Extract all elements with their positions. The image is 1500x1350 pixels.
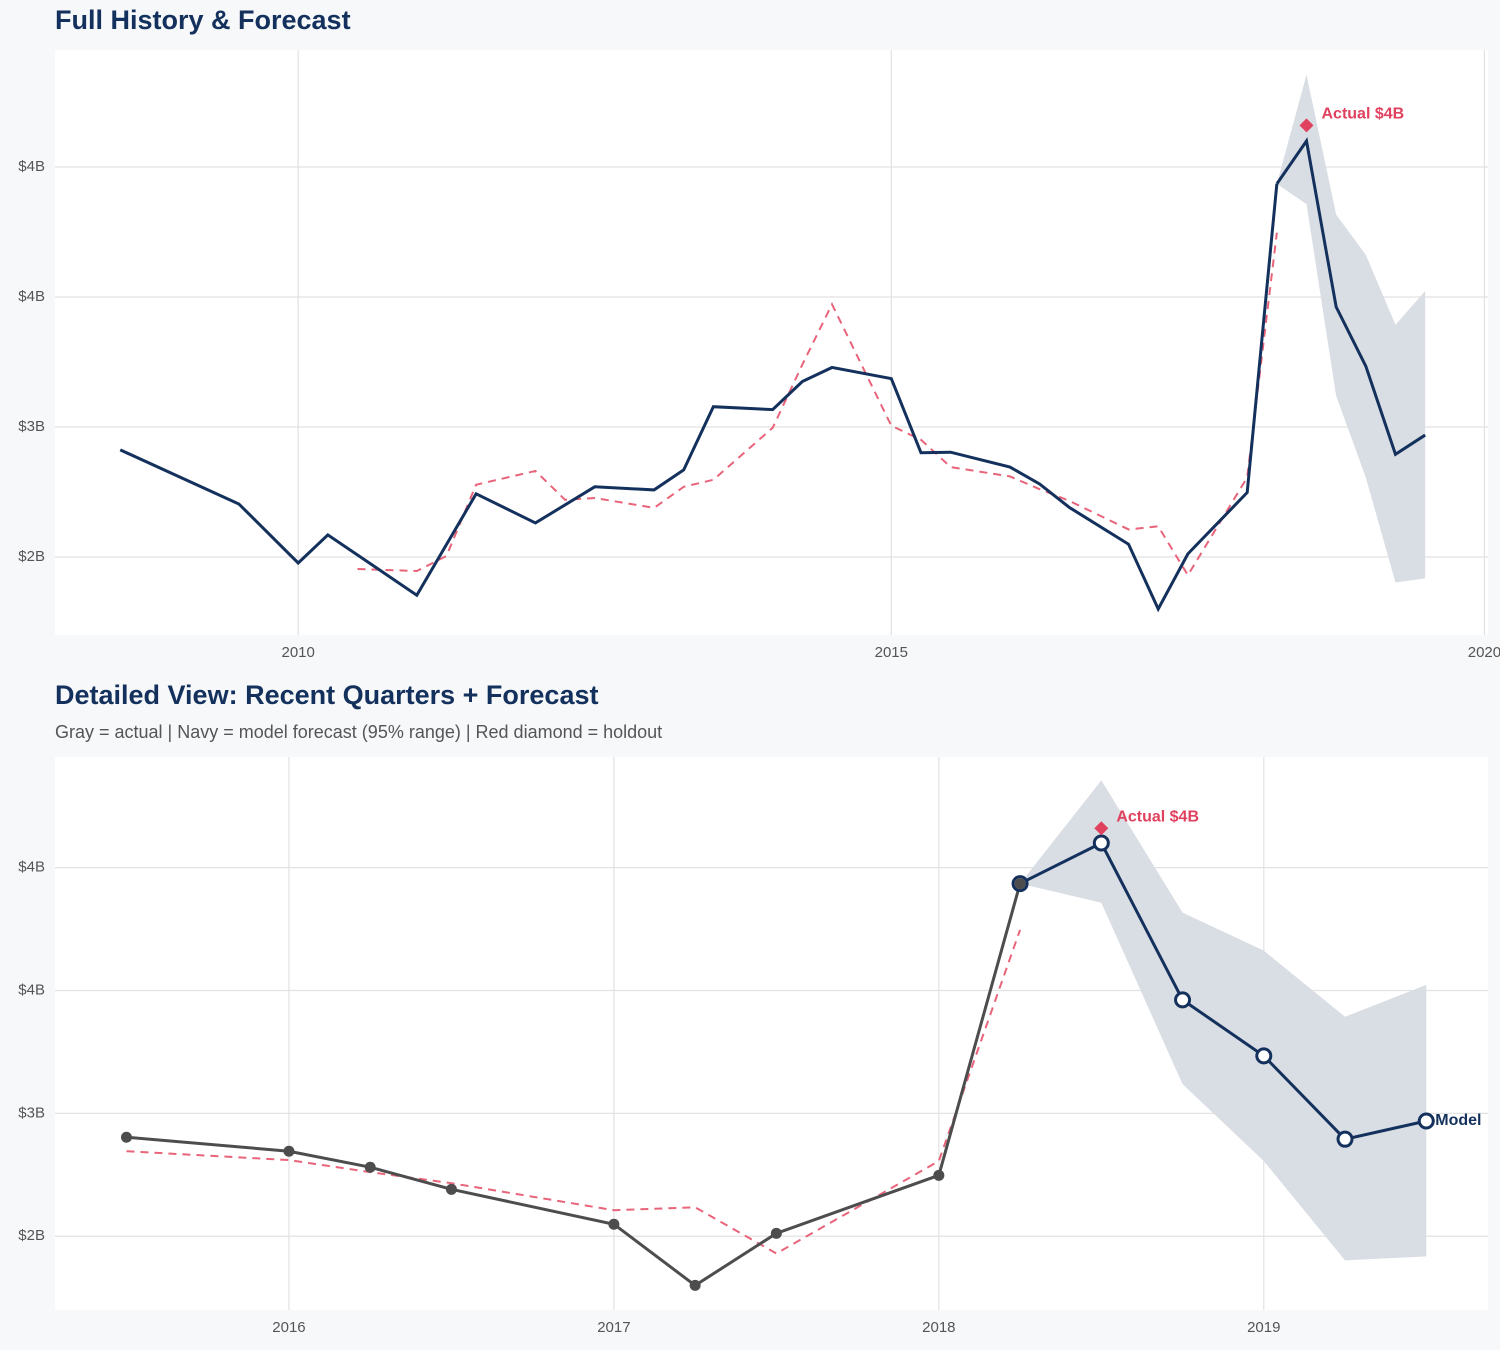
point — [283, 1145, 295, 1157]
y-tick-label: $2B — [18, 548, 45, 565]
x-tick-label: 2017 — [597, 1319, 630, 1336]
fitted-line — [126, 929, 1022, 1255]
point — [445, 1183, 457, 1195]
holdout-label: Actual $4B — [1116, 808, 1199, 825]
y-tick-label: $4B — [18, 158, 45, 175]
plot-area — [55, 50, 1488, 635]
point — [1336, 1130, 1354, 1148]
x-tick-label: 2015 — [875, 644, 908, 661]
y-tick-label: $2B — [18, 1227, 45, 1244]
y-tick-label: $4B — [18, 859, 45, 876]
x-tick-label: 2016 — [272, 1319, 305, 1336]
chart-title: Full History & Forecast — [55, 5, 351, 35]
x-tick-label: 2018 — [922, 1319, 955, 1336]
point — [933, 1169, 945, 1181]
point — [120, 1131, 132, 1143]
chart-title: Detailed View: Recent Quarters + Forecas… — [55, 680, 598, 710]
point — [770, 1227, 782, 1239]
holdout-marker — [1299, 118, 1314, 133]
y-tick-label: $3B — [18, 418, 45, 435]
point — [608, 1218, 620, 1230]
forecast-band — [1020, 780, 1427, 1261]
y-tick-label: $3B — [18, 1104, 45, 1121]
point — [1255, 1047, 1273, 1065]
series-line — [1275, 137, 1426, 457]
chart-subtitle: Gray = actual | Navy = model forecast (9… — [55, 722, 662, 742]
y-tick-label: $4B — [18, 981, 45, 998]
x-tick-label: 2019 — [1247, 1319, 1280, 1336]
y-tick-label: $4B — [18, 288, 45, 305]
x-tick-label: 2010 — [281, 644, 314, 661]
holdout-marker — [1094, 821, 1109, 836]
point — [689, 1279, 701, 1291]
forecast-band — [1276, 74, 1426, 583]
point — [1417, 1112, 1435, 1130]
point — [1092, 834, 1110, 852]
end-label: Model — [1435, 1112, 1481, 1129]
x-tick-label: 2020 — [1468, 644, 1500, 661]
point — [364, 1161, 376, 1173]
holdout-label: Actual $4B — [1322, 106, 1405, 123]
series-line — [119, 183, 1279, 613]
point — [1014, 878, 1026, 890]
point — [1174, 991, 1192, 1009]
series-line — [1019, 841, 1427, 1141]
